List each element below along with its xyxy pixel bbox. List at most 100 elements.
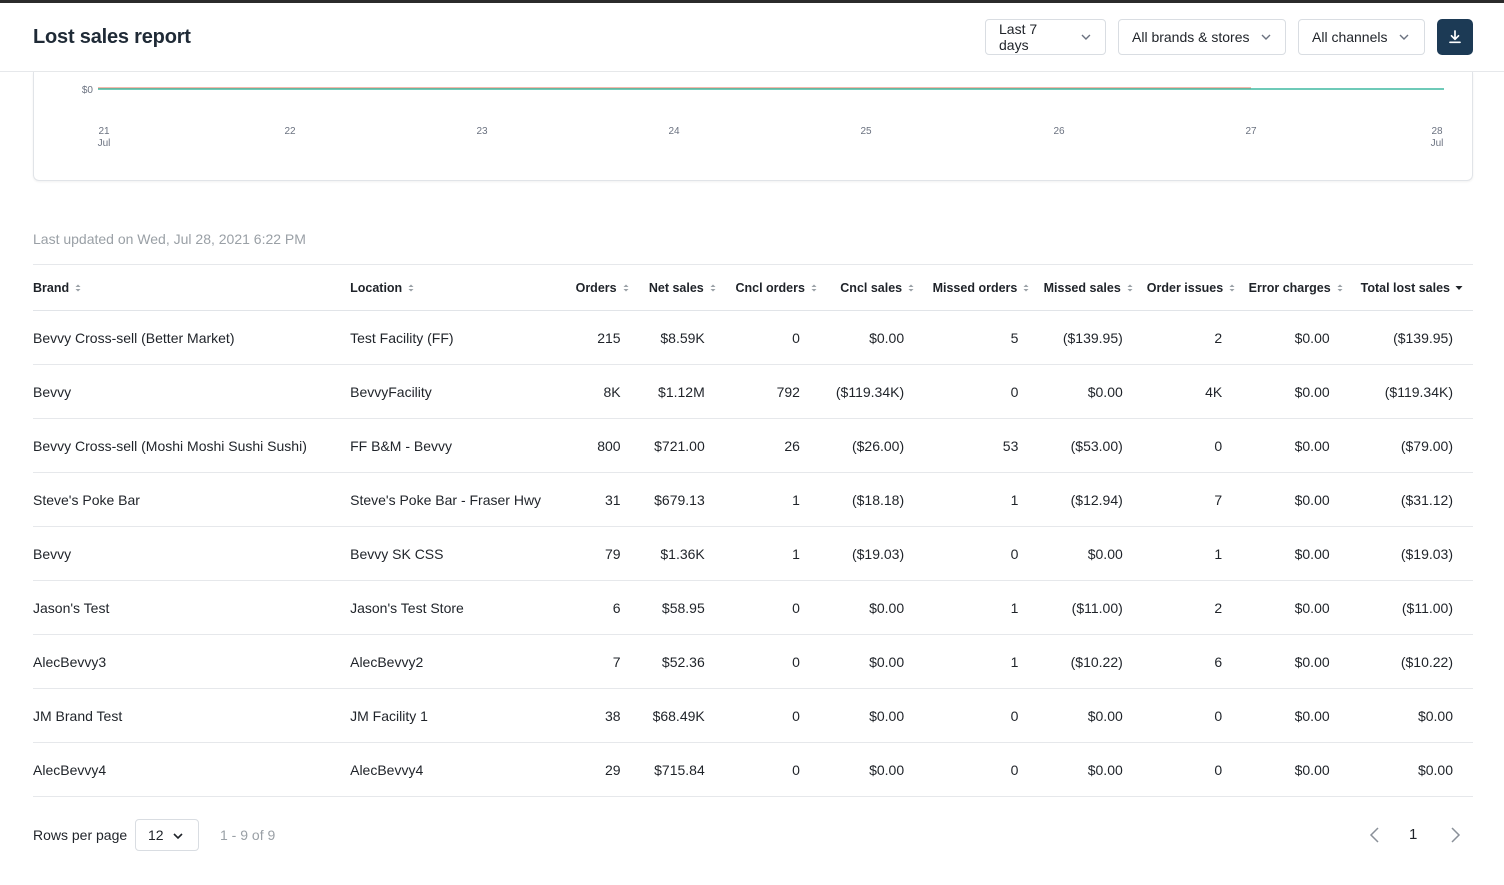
sort-icon <box>710 284 716 292</box>
page-title: Lost sales report <box>33 26 191 48</box>
table-row[interactable]: Bevvy Bevvy SK CSS 79 $1.36K 1 ($19.03) 0 $0.00… <box>33 527 1473 581</box>
table-row[interactable]: Steve's Poke Bar Steve's Poke Bar - Frase… <box>33 473 1473 527</box>
cncl-sales-cell: ($18.18) <box>851 491 905 508</box>
rows-per-page-select[interactable]: 12 <box>135 819 199 851</box>
order-issues-cell: 0 <box>1214 761 1223 778</box>
net-sales-cell: $52.36 <box>661 653 705 670</box>
brand-store-dropdown[interactable]: All brands & stores <box>1118 19 1286 55</box>
cncl-sales-cell: ($119.34K) <box>835 383 905 400</box>
table-row[interactable]: Bevvy BevvyFacility 8K $1.12M 792 ($119.34K) 0… <box>33 365 1473 419</box>
orders-cell: 29 <box>605 761 621 778</box>
missed-orders-cell: 1 <box>1010 653 1019 670</box>
total-lost-sales-cell: ($10.22) <box>1400 653 1453 670</box>
sort-descending-icon <box>1455 286 1463 291</box>
column-header[interactable]: Order issues <box>1134 265 1236 311</box>
order-issues-cell: 1 <box>1214 545 1223 562</box>
missed-orders-cell: 0 <box>1010 545 1019 562</box>
column-header[interactable]: Cncl sales <box>818 265 915 311</box>
error-charges-cell: $0.00 <box>1294 437 1330 454</box>
location-cell: AlecBevvy4 <box>350 761 424 778</box>
channel-dropdown[interactable]: All channels <box>1298 19 1425 55</box>
brand-cell: AlecBevvy3 <box>33 653 107 670</box>
cncl-orders-cell: 0 <box>792 329 800 346</box>
sort-icon <box>1127 284 1133 292</box>
x-tick-month: Jul <box>1431 138 1444 149</box>
sort-icon <box>1023 284 1029 292</box>
missed-sales-cell: ($11.00) <box>1071 599 1123 616</box>
column-header[interactable]: Error charges <box>1236 265 1343 311</box>
location-cell: JM Facility 1 <box>350 707 428 724</box>
column-header[interactable]: Brand <box>33 265 350 311</box>
column-header[interactable]: Net sales <box>630 265 717 311</box>
chevron-down-icon <box>1399 34 1408 40</box>
brand-cell: Bevvy <box>33 383 72 400</box>
missed-sales-cell: $0.00 <box>1087 707 1123 724</box>
x-tick-label: 22 <box>284 126 296 137</box>
x-tick-label: 27 <box>1245 126 1257 137</box>
table-row[interactable]: Bevvy Cross-sell (Better Market) Test Fac… <box>33 311 1473 365</box>
total-lost-sales-cell: ($11.00) <box>1401 599 1453 616</box>
x-tick-label: 23 <box>476 126 488 137</box>
x-tick-label: 28 <box>1431 126 1443 137</box>
total-lost-sales-cell: ($119.34K) <box>1384 383 1453 400</box>
missed-sales-cell: ($12.94) <box>1070 491 1123 508</box>
orders-cell: 6 <box>612 599 621 616</box>
cncl-sales-cell: ($19.03) <box>851 545 905 562</box>
net-sales-cell: $679.13 <box>654 491 705 508</box>
column-header[interactable]: Orders <box>576 265 630 311</box>
column-header-label: Cncl orders <box>735 280 805 295</box>
column-header[interactable]: Cncl orders <box>717 265 818 311</box>
location-cell: Jason's Test Store <box>350 599 464 616</box>
column-header[interactable]: Missed orders <box>915 265 1030 311</box>
table-row[interactable]: AlecBevvy4 AlecBevvy4 29 $715.84 0 $0.00 0 $0.0… <box>33 743 1473 797</box>
location-cell: Test Facility (FF) <box>350 329 454 346</box>
last-updated-text: Last updated on Wed, Jul 28, 2021 6:22 P… <box>33 231 306 247</box>
download-button[interactable] <box>1437 19 1473 55</box>
download-icon <box>1449 30 1461 44</box>
column-header[interactable]: Missed sales <box>1030 265 1133 311</box>
missed-orders-cell: 0 <box>1010 761 1019 778</box>
table-row[interactable]: AlecBevvy3 AlecBevvy2 7 $52.36 0 $0.00 1 ($10.2… <box>33 635 1473 689</box>
cncl-sales-cell: $0.00 <box>869 707 905 724</box>
error-charges-cell: $0.00 <box>1294 599 1330 616</box>
rows-per-page-value: 12 <box>148 827 164 843</box>
missed-sales-cell: $0.00 <box>1087 761 1123 778</box>
lost-sales-table: Brand Location Orders Net sales Cncl orders C… <box>33 264 1473 797</box>
column-header-label: Orders <box>575 280 617 295</box>
chevron-down-icon <box>173 833 183 840</box>
missed-orders-cell: 0 <box>1010 383 1019 400</box>
column-header[interactable]: Total lost sales <box>1344 265 1473 311</box>
cncl-orders-cell: 1 <box>792 491 800 508</box>
brand-cell: Steve's Poke Bar <box>33 491 140 508</box>
column-header[interactable]: Location <box>350 265 575 311</box>
next-page-icon[interactable] <box>1446 824 1464 846</box>
brand-cell: Jason's Test <box>33 599 110 616</box>
order-issues-cell: 6 <box>1214 653 1223 670</box>
missed-sales-cell: ($139.95) <box>1062 329 1123 346</box>
missed-orders-cell: 5 <box>1010 329 1019 346</box>
location-cell: BevvyFacility <box>350 383 432 400</box>
previous-page-icon[interactable] <box>1366 824 1384 846</box>
missed-orders-cell: 1 <box>1010 599 1019 616</box>
total-lost-sales-cell: ($31.12) <box>1400 491 1453 508</box>
missed-orders-cell: 53 <box>1002 437 1019 454</box>
date-range-dropdown[interactable]: Last 7 days <box>985 19 1106 55</box>
table-row[interactable]: Jason's Test Jason's Test Store 6 $58.95 0 $0… <box>33 581 1473 635</box>
cncl-orders-cell: 0 <box>792 599 800 616</box>
sort-icon <box>811 284 817 292</box>
table-row[interactable]: Bevvy Cross-sell (Moshi Moshi Sushi Sush… <box>33 419 1473 473</box>
orders-cell: 31 <box>605 491 621 508</box>
error-charges-cell: $0.00 <box>1294 545 1330 562</box>
current-page-number[interactable]: 1 <box>1409 826 1418 843</box>
table-row[interactable]: JM Brand Test JM Facility 1 38 $68.49K 0 $0.0… <box>33 689 1473 743</box>
chevron-down-icon <box>1081 34 1091 40</box>
brand-cell: Bevvy Cross-sell (Better Market) <box>33 329 235 346</box>
error-charges-cell: $0.00 <box>1294 653 1330 670</box>
pagination-range: 1 - 9 of 9 <box>220 827 276 843</box>
order-issues-cell: 0 <box>1214 437 1223 454</box>
order-issues-cell: 2 <box>1214 599 1223 616</box>
cncl-orders-cell: 1 <box>792 545 800 562</box>
total-lost-sales-cell: $0.00 <box>1417 761 1453 778</box>
column-header-label: Total lost sales <box>1360 280 1450 295</box>
sort-icon <box>408 284 414 292</box>
